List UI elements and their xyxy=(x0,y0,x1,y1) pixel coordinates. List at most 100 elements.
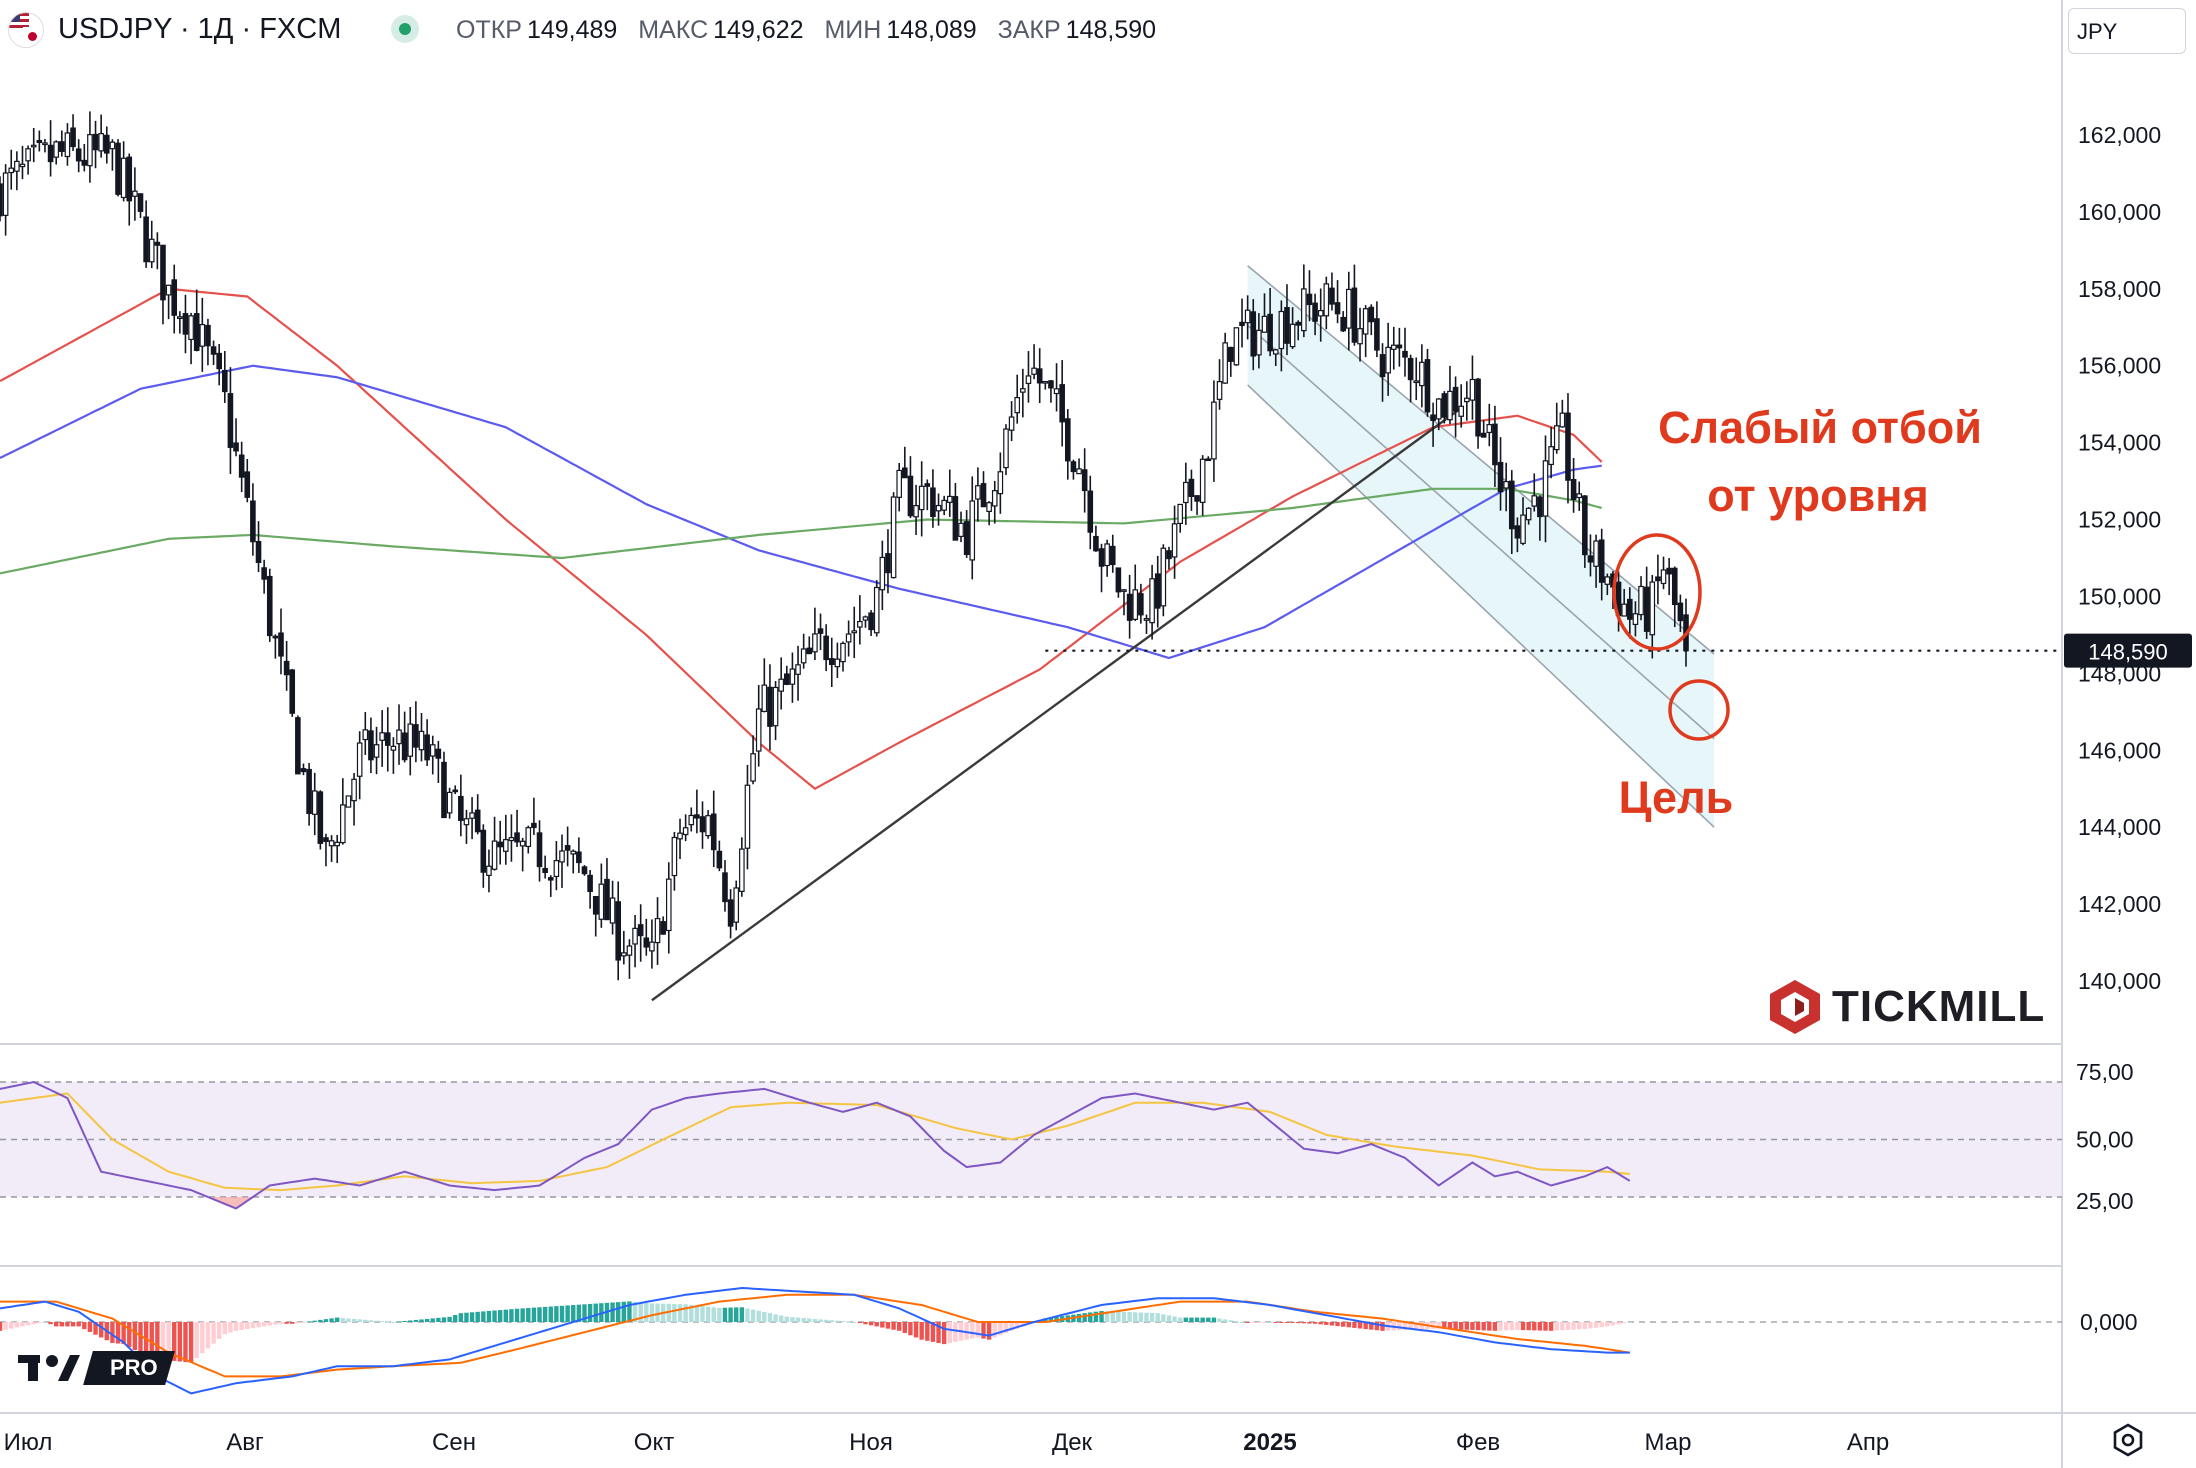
candle-up xyxy=(1531,495,1538,507)
macd-histogram-bar xyxy=(840,1321,846,1323)
candle-up xyxy=(1621,603,1627,617)
candle-down xyxy=(885,553,891,574)
macd-histogram-bar xyxy=(880,1322,885,1328)
macd-histogram-bar xyxy=(627,1301,632,1322)
candle-up xyxy=(941,499,947,511)
macd-histogram-bar xyxy=(379,1321,385,1323)
macd-histogram-bar xyxy=(1318,1322,1323,1325)
candle-down xyxy=(1374,318,1380,351)
macd-histogram-bar xyxy=(767,1313,773,1322)
macd-histogram-bar xyxy=(93,1322,98,1335)
candle-down xyxy=(424,734,430,761)
candle-down xyxy=(1306,293,1313,306)
candle-down xyxy=(828,658,835,666)
support-trendline-line xyxy=(651,407,1462,1002)
macd-histogram-bar xyxy=(54,1322,59,1327)
candle-up xyxy=(918,485,925,511)
price-axis-label: 146,000 xyxy=(2078,737,2161,763)
macd-histogram-bar xyxy=(37,1322,42,1324)
macd-zero-label: 0,000 xyxy=(2080,1309,2138,1335)
candle-down xyxy=(868,612,874,631)
currency-selector[interactable]: JPY xyxy=(2068,8,2186,54)
macd-histogram-bar xyxy=(1245,1322,1250,1323)
time-axis-label: 2025 xyxy=(1243,1429,1296,1456)
candle-up xyxy=(1435,398,1442,420)
macd-histogram-bar xyxy=(76,1322,81,1327)
candle-down xyxy=(1138,593,1144,616)
low-label: МИН xyxy=(824,16,882,44)
candle-down xyxy=(1430,414,1436,421)
macd-histogram-bar xyxy=(1116,1311,1121,1322)
candle-down xyxy=(171,279,178,316)
macd-histogram-bar xyxy=(1267,1322,1273,1323)
macd-histogram-bar xyxy=(447,1316,452,1322)
candle-up xyxy=(1553,425,1560,451)
candle-down xyxy=(222,369,228,393)
candle-up xyxy=(1003,428,1009,469)
macd-histogram-bar xyxy=(1307,1322,1312,1324)
candle-up xyxy=(1576,493,1583,499)
candle-down xyxy=(441,761,447,819)
candle-down xyxy=(1188,478,1195,497)
candle-down xyxy=(0,183,3,217)
macd-histogram-bar xyxy=(868,1322,874,1326)
candle-up xyxy=(1542,460,1549,517)
macd-histogram-bar xyxy=(722,1307,728,1322)
macd-histogram-bar xyxy=(1166,1315,1172,1322)
candle-up xyxy=(1604,576,1611,585)
candle-down xyxy=(143,216,149,263)
candle-up xyxy=(1183,481,1189,504)
macd-histogram-bar xyxy=(1599,1322,1604,1328)
candle-down xyxy=(727,899,734,927)
candle-up xyxy=(862,616,869,621)
candle-up xyxy=(429,744,436,757)
macd-histogram-bar xyxy=(655,1303,660,1322)
candle-down xyxy=(1154,573,1161,609)
macd-histogram-bar xyxy=(1296,1322,1301,1324)
macd-histogram-bar xyxy=(368,1320,374,1322)
macd-histogram-bar xyxy=(1363,1322,1368,1330)
candle-up xyxy=(148,238,155,263)
macd-histogram-bar xyxy=(1262,1322,1267,1323)
macd-histogram-bar xyxy=(481,1311,486,1322)
candle-down xyxy=(295,717,301,775)
symbol-title[interactable]: USDJPY · 1Д · FXCM xyxy=(58,13,342,45)
candle-down xyxy=(1379,354,1386,378)
macd-histogram-bar xyxy=(261,1322,267,1327)
candle-down xyxy=(1666,567,1672,575)
candle-down xyxy=(930,487,936,518)
macd-histogram-bar xyxy=(1436,1322,1441,1329)
candle-down xyxy=(615,901,622,961)
macd-histogram-bar xyxy=(20,1322,25,1327)
macd-histogram-bar xyxy=(1099,1310,1104,1322)
macd-histogram-bar xyxy=(1481,1322,1486,1331)
candle-down xyxy=(317,791,324,844)
macd-histogram-bar xyxy=(172,1322,177,1361)
candle-up xyxy=(356,742,363,777)
macd-histogram-bar xyxy=(31,1322,36,1325)
macd-histogram-bar xyxy=(453,1315,458,1322)
macd-histogram-bar xyxy=(329,1318,334,1322)
macd-histogram-bar xyxy=(177,1322,183,1362)
candle-up xyxy=(30,144,37,148)
settings-gear-icon[interactable] xyxy=(2110,1422,2146,1458)
candle-down xyxy=(306,768,312,815)
macd-histogram-bar xyxy=(773,1314,778,1322)
candle-up xyxy=(1216,381,1223,400)
candle-down xyxy=(497,841,503,848)
candle-down xyxy=(1239,321,1245,327)
macd-histogram-bar xyxy=(520,1308,525,1322)
high-label: МАКС xyxy=(638,16,709,44)
macd-histogram-bar xyxy=(728,1307,733,1322)
macd-histogram-bar xyxy=(59,1322,65,1327)
price-axis-label: 160,000 xyxy=(2078,199,2161,225)
candle-down xyxy=(81,159,88,166)
candle-down xyxy=(435,748,442,759)
macd-histogram-bar xyxy=(1172,1316,1177,1322)
tradingview-pro-logo[interactable]: PRO xyxy=(18,1350,175,1386)
macd-histogram-bar xyxy=(953,1322,958,1342)
annotation-weak-bounce-line1: Слабый отбой xyxy=(1658,402,1982,453)
candle-down xyxy=(182,313,189,335)
support-trendline xyxy=(651,407,1462,1002)
